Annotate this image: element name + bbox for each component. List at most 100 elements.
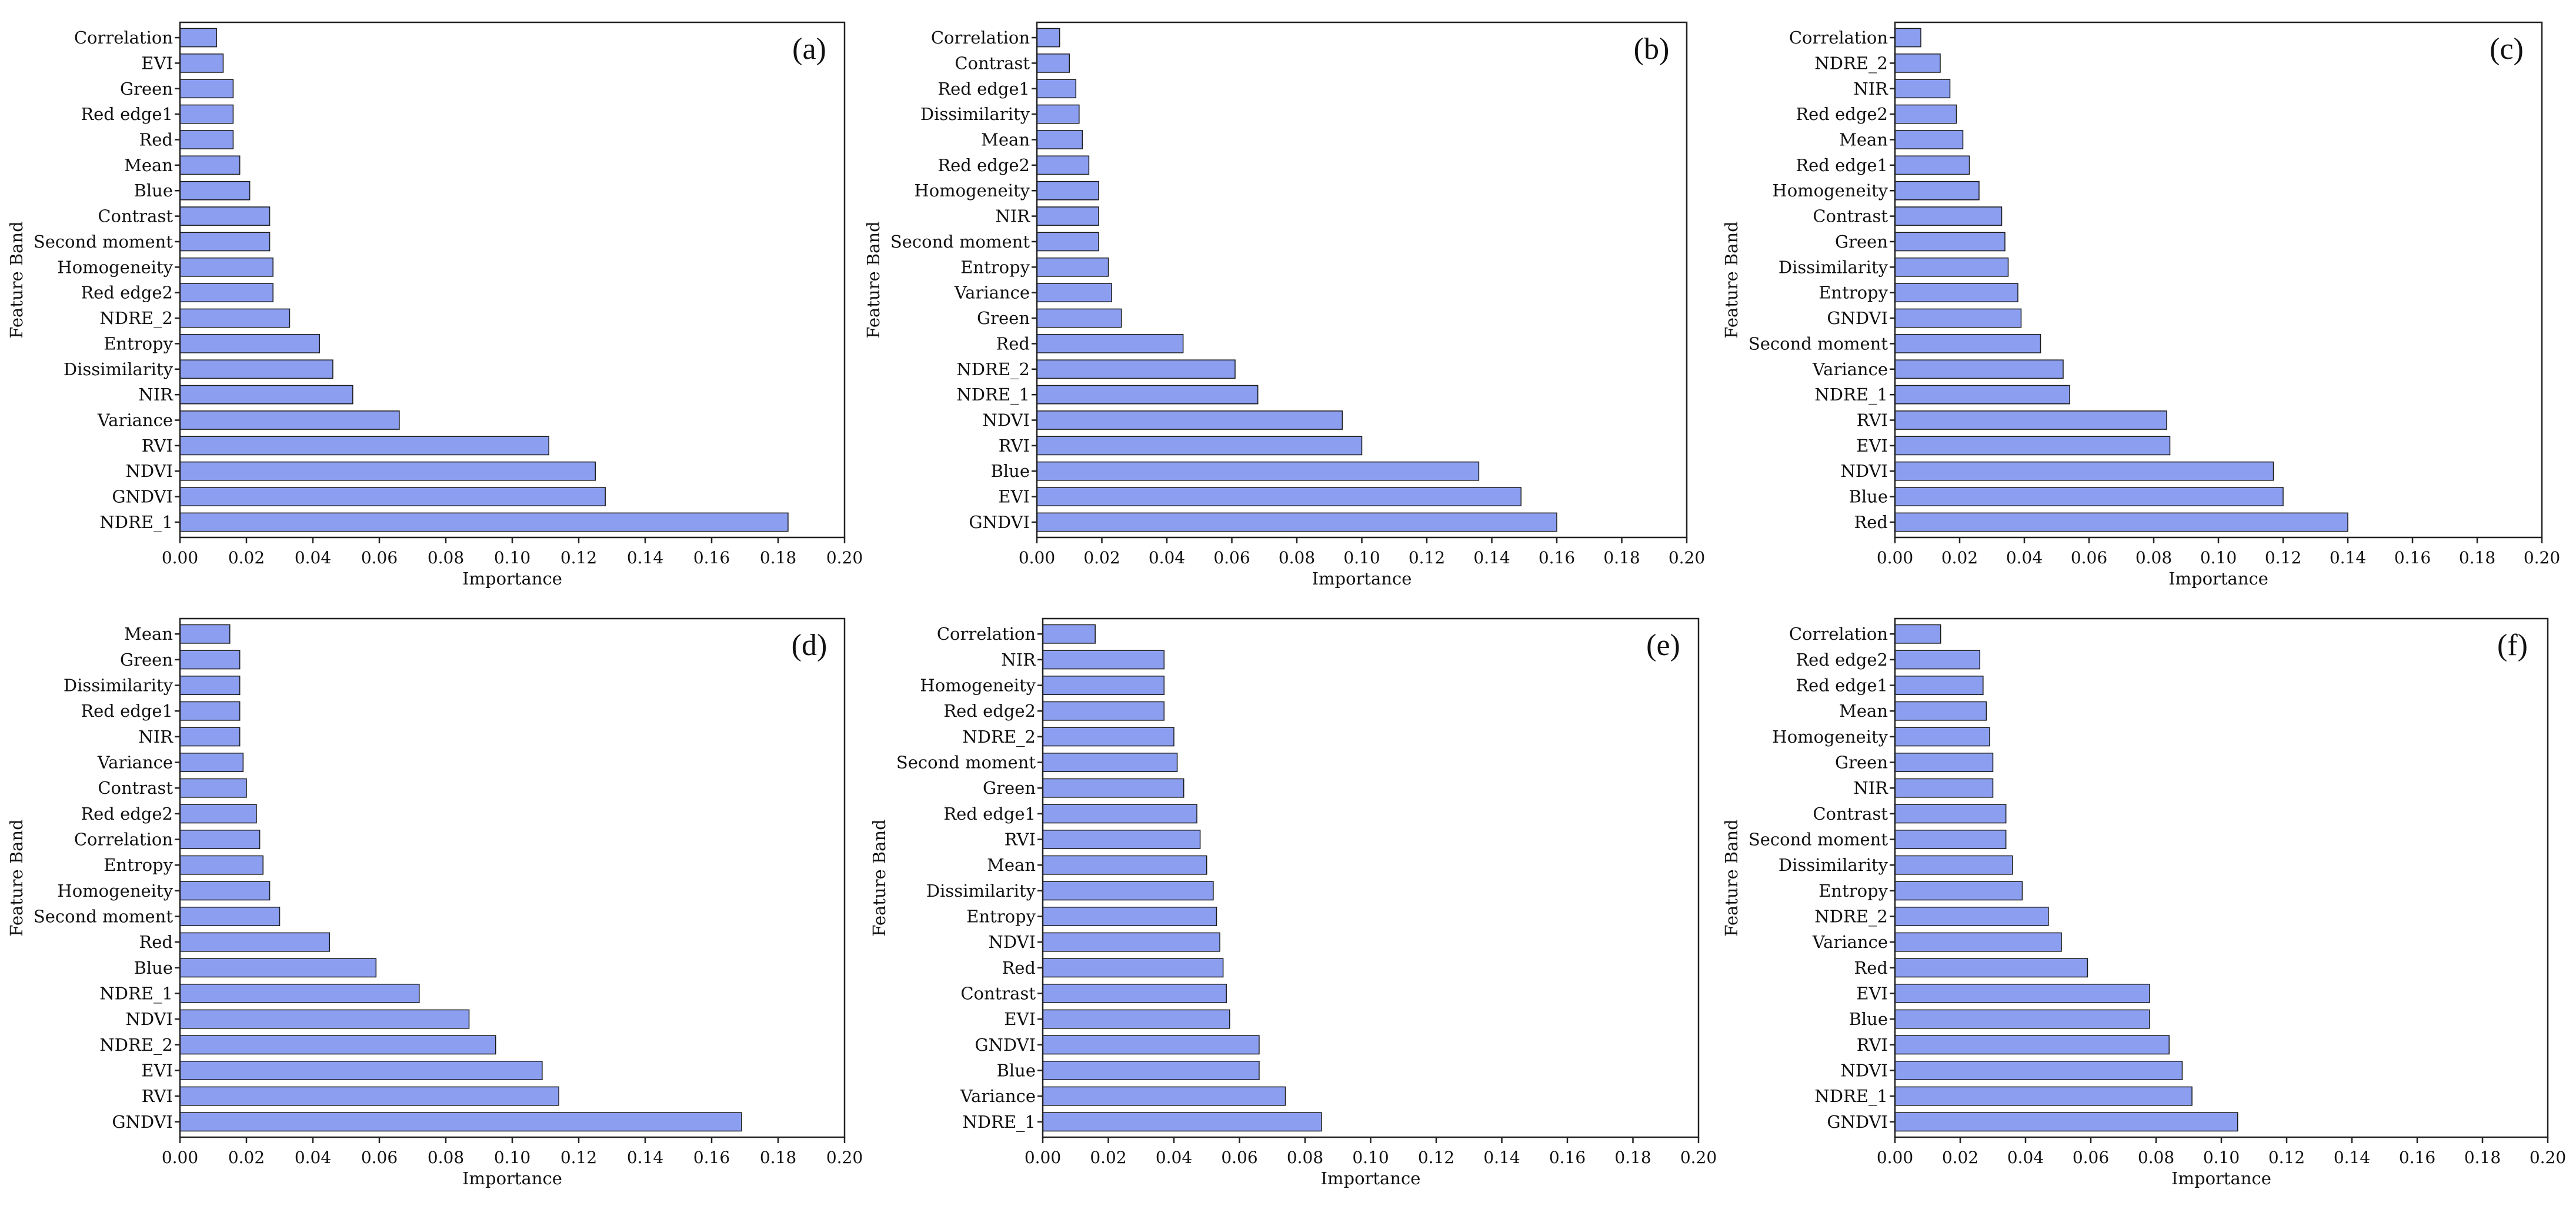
category-label: Second moment	[1749, 830, 1888, 850]
bar	[1036, 54, 1070, 73]
bar	[1036, 308, 1122, 328]
category-label: Contrast	[1813, 206, 1888, 226]
x-tick-label: 0.00	[1877, 1148, 1913, 1167]
bar	[179, 334, 321, 353]
category-label: Correlation	[931, 28, 1030, 48]
category-label: NDRE_1	[99, 983, 173, 1004]
x-tick-label: 0.12	[2268, 1148, 2305, 1167]
bar	[1042, 830, 1201, 849]
bar	[179, 855, 263, 875]
x-axis-title: Importance	[2171, 1168, 2271, 1188]
x-tick-label: 0.04	[2006, 548, 2043, 567]
bar	[1894, 1061, 2183, 1080]
bar	[179, 984, 420, 1003]
category-label: NDRE_2	[99, 308, 173, 329]
category-label: Contrast	[98, 778, 173, 798]
bar	[179, 804, 257, 824]
bar	[179, 130, 234, 149]
bar	[179, 410, 400, 430]
x-tick-label: 0.10	[2203, 1148, 2240, 1167]
bar	[179, 701, 241, 721]
category-label: NDRE_2	[956, 359, 1030, 380]
bar	[179, 385, 353, 405]
x-tick-label: 0.14	[627, 1148, 663, 1167]
bar	[1894, 206, 2003, 226]
bar	[1042, 676, 1165, 695]
chart-panel-5: Correlation Red edge2 Red edge1 Mean Homogen…	[1721, 617, 2566, 1188]
category-label: Entropy	[966, 906, 1036, 926]
bar	[1894, 855, 2013, 875]
bar	[179, 283, 273, 303]
category-label: EVI	[998, 487, 1030, 507]
category-label: Dissimilarity	[64, 676, 173, 696]
bar	[1894, 830, 2007, 849]
category-label: EVI	[1004, 1009, 1036, 1029]
bar	[1036, 130, 1083, 149]
bar	[1042, 855, 1207, 875]
x-tick-label: 0.10	[2200, 548, 2237, 567]
category-label: Variance	[1812, 359, 1888, 379]
category-label: NDRE_1	[1814, 1086, 1888, 1107]
category-label: Red edge1	[1796, 676, 1888, 696]
category-label: Mean	[124, 624, 173, 644]
bar	[1894, 436, 2171, 456]
category-label: NDRE_2	[1814, 906, 1888, 927]
bar	[1036, 512, 1557, 532]
panel-tag: (e)	[1646, 629, 1680, 662]
category-label: Red edge1	[937, 79, 1030, 99]
x-tick-label: 0.08	[2138, 1148, 2174, 1167]
bar	[179, 232, 271, 252]
x-tick-label: 0.04	[1149, 548, 1185, 567]
category-label: EVI	[1856, 436, 1888, 456]
bar	[179, 512, 789, 532]
panel-tag: (b)	[1634, 32, 1670, 66]
bar	[1894, 181, 1980, 201]
bar	[1042, 1112, 1322, 1132]
bar	[1036, 487, 1521, 506]
bar	[1894, 283, 2018, 303]
x-tick-label: 0.16	[693, 548, 730, 567]
bar	[1042, 650, 1165, 670]
bar	[1894, 257, 2009, 277]
category-label: Red	[996, 333, 1030, 353]
bar	[1894, 676, 1984, 695]
category-label: Red edge2	[81, 283, 173, 303]
bar	[179, 624, 231, 644]
bar	[1894, 130, 1964, 149]
x-axis-title: Importance	[1312, 569, 1412, 589]
bar	[179, 1035, 496, 1055]
category-label: Entropy	[104, 855, 173, 875]
category-label: Mean	[981, 129, 1030, 149]
bar	[1894, 104, 1957, 124]
category-label: Blue	[1849, 487, 1888, 507]
bar	[1894, 1086, 2193, 1106]
x-tick-label: 0.12	[560, 1148, 597, 1167]
panel-tag: (a)	[792, 32, 826, 66]
bar	[1042, 1086, 1286, 1106]
bar	[1042, 1035, 1260, 1055]
category-label: Dissimilarity	[64, 359, 173, 379]
bar	[179, 958, 377, 978]
category-label: Blue	[134, 181, 173, 201]
category-label: Red	[1854, 512, 1888, 532]
category-label: Homogeneity	[920, 676, 1036, 696]
bar	[179, 676, 241, 695]
bar	[1036, 359, 1236, 379]
bar	[1894, 804, 2007, 824]
x-tick-label: 0.08	[2135, 548, 2172, 567]
bar	[1042, 1009, 1230, 1029]
category-label: Red edge2	[937, 155, 1030, 175]
x-axis-title: Importance	[462, 1168, 562, 1188]
x-tick-label: 0.18	[1614, 1148, 1651, 1167]
bar	[179, 932, 330, 952]
x-axis-title: Importance	[462, 569, 562, 589]
bar	[1894, 28, 1921, 48]
category-label: NDVI	[125, 1009, 173, 1029]
bar	[1894, 1035, 2170, 1055]
category-label: Dissimilarity	[1778, 855, 1888, 875]
category-label: Homogeneity	[1772, 181, 1888, 201]
y-axis-title: Feature Band	[6, 819, 26, 936]
bar	[1894, 1112, 2238, 1132]
bar	[1036, 283, 1112, 303]
